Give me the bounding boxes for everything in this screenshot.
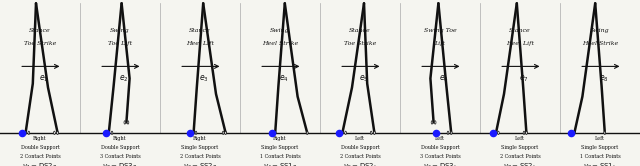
Text: $\mathit{e}_{2}$: $\mathit{e}_{2}$ [119, 73, 129, 83]
Point [186, 131, 196, 134]
Text: 2 Contact Points: 2 Contact Points [20, 154, 60, 159]
Text: Toe Strike: Toe Strike [344, 42, 376, 46]
Text: $v_{1} = \mathrm{DS2}_{R}$: $v_{1} = \mathrm{DS2}_{R}$ [22, 162, 58, 166]
Circle shape [25, 131, 26, 134]
Point [566, 131, 576, 134]
Point [267, 131, 277, 134]
Circle shape [451, 131, 452, 134]
Circle shape [223, 131, 224, 134]
Circle shape [193, 131, 195, 134]
Text: Double Support: Double Support [340, 145, 380, 150]
Text: Lift: Lift [435, 42, 445, 46]
Text: 2 Contact Points: 2 Contact Points [500, 154, 540, 159]
Text: 1 Contact Points: 1 Contact Points [260, 154, 300, 159]
Text: Heel Strike: Heel Strike [582, 42, 618, 46]
Text: Stance: Stance [29, 28, 51, 33]
Circle shape [342, 131, 343, 134]
Point [431, 131, 441, 134]
Circle shape [524, 131, 525, 134]
Text: Toe Strike: Toe Strike [24, 42, 56, 46]
Text: Single Support: Single Support [501, 145, 539, 150]
Text: Toe Lift: Toe Lift [108, 42, 132, 46]
Circle shape [28, 131, 29, 134]
Circle shape [54, 131, 55, 134]
Text: Right: Right [113, 136, 127, 141]
Circle shape [108, 131, 109, 134]
Text: Right: Right [193, 136, 207, 141]
Text: Right: Right [33, 136, 47, 141]
Text: 1 Contact Points: 1 Contact Points [580, 154, 620, 159]
Text: 2 Contact Points: 2 Contact Points [340, 154, 380, 159]
Text: Stance: Stance [189, 28, 211, 33]
Circle shape [127, 121, 129, 124]
Text: Heel Strike: Heel Strike [262, 42, 298, 46]
Text: Single Support: Single Support [581, 145, 619, 150]
Circle shape [275, 131, 276, 134]
Circle shape [495, 131, 497, 134]
Text: Right: Right [273, 136, 287, 141]
Text: $v_{5} = \mathrm{DS2}_{L}$: $v_{5} = \mathrm{DS2}_{L}$ [342, 162, 378, 166]
Text: $\mathit{e}_{1}$: $\mathit{e}_{1}$ [39, 73, 49, 83]
Circle shape [307, 131, 308, 134]
Point [488, 131, 498, 134]
Point [100, 131, 111, 134]
Text: Single Support: Single Support [181, 145, 219, 150]
Text: Swing: Swing [110, 28, 130, 33]
Circle shape [124, 121, 125, 124]
Text: 3 Contact Points: 3 Contact Points [100, 154, 140, 159]
Circle shape [195, 131, 197, 134]
Text: Swing: Swing [590, 28, 610, 33]
Text: $\mathit{e}_{3}$: $\mathit{e}_{3}$ [199, 73, 209, 83]
Text: Heel Lift: Heel Lift [506, 42, 534, 46]
Circle shape [435, 121, 436, 124]
Text: $\mathit{e}_{7}$: $\mathit{e}_{7}$ [519, 73, 529, 83]
Point [334, 131, 344, 134]
Text: Swing Toe: Swing Toe [424, 28, 456, 33]
Text: Left: Left [595, 136, 605, 141]
Circle shape [431, 121, 433, 124]
Circle shape [447, 131, 449, 134]
Circle shape [498, 131, 499, 134]
Text: Double Support: Double Support [420, 145, 460, 150]
Text: Left: Left [435, 136, 445, 141]
Circle shape [57, 131, 58, 134]
Text: $v_{8} = \mathrm{SS1}_{L}$: $v_{8} = \mathrm{SS1}_{L}$ [583, 162, 617, 166]
Text: $v_{6} = \mathrm{DS3}_{L}$: $v_{6} = \mathrm{DS3}_{L}$ [422, 162, 458, 166]
Text: Left: Left [515, 136, 525, 141]
Text: Stance: Stance [509, 28, 531, 33]
Text: 3 Contact Points: 3 Contact Points [420, 154, 460, 159]
Circle shape [604, 131, 605, 134]
Circle shape [345, 131, 346, 134]
Text: $v_{3} = \mathrm{SS2}_{R}$: $v_{3} = \mathrm{SS2}_{R}$ [183, 162, 217, 166]
Circle shape [111, 131, 113, 134]
Circle shape [573, 131, 575, 134]
Text: 2 Contact Points: 2 Contact Points [180, 154, 220, 159]
Text: $\mathit{e}_{6}$: $\mathit{e}_{6}$ [439, 73, 449, 83]
Text: $v_{7} = \mathrm{SS2}_{L}$: $v_{7} = \mathrm{SS2}_{L}$ [503, 162, 537, 166]
Circle shape [225, 131, 227, 134]
Text: Double Support: Double Support [100, 145, 140, 150]
Text: Heel Lift: Heel Lift [186, 42, 214, 46]
Text: $\mathit{e}_{8}$: $\mathit{e}_{8}$ [599, 73, 609, 83]
Text: Stance: Stance [349, 28, 371, 33]
Text: $v_{4} = \mathrm{SS1}_{R}$: $v_{4} = \mathrm{SS1}_{R}$ [263, 162, 297, 166]
Text: Double Support: Double Support [20, 145, 60, 150]
Text: Single Support: Single Support [261, 145, 299, 150]
Circle shape [374, 131, 375, 134]
Text: $\mathit{e}_{5}$: $\mathit{e}_{5}$ [359, 73, 369, 83]
Text: Left: Left [355, 136, 365, 141]
Text: $\mathit{e}_{4}$: $\mathit{e}_{4}$ [279, 73, 289, 83]
Circle shape [525, 131, 527, 134]
Text: Swing: Swing [270, 28, 290, 33]
Text: $v_{2} = \mathrm{DS3}_{R}$: $v_{2} = \mathrm{DS3}_{R}$ [102, 162, 138, 166]
Circle shape [371, 131, 372, 134]
Point [17, 131, 28, 134]
